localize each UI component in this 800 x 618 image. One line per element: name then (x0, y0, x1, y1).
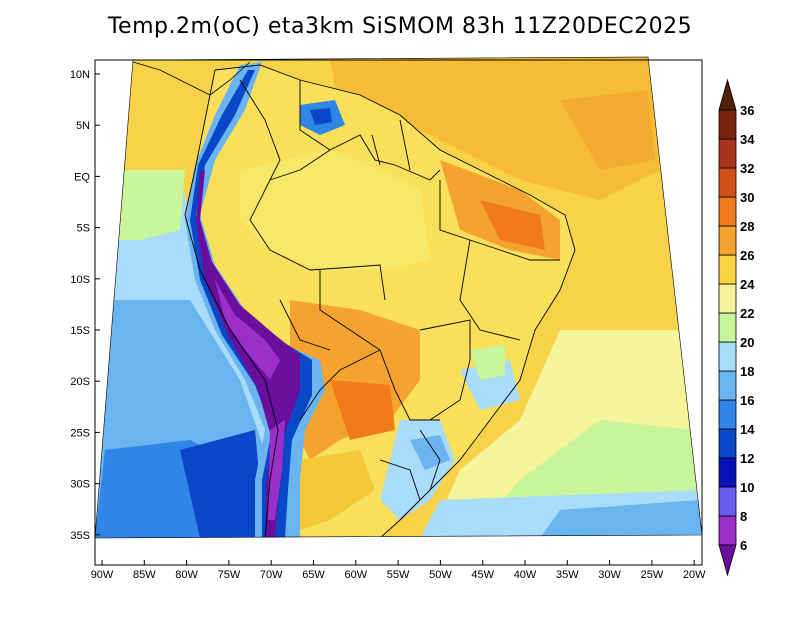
colorbar-swatch (718, 283, 737, 314)
lat-tick-label: 10N (70, 69, 90, 81)
lon-tick-label: 85W (133, 569, 156, 581)
colorbar: 6 8 10 12 14 16 18 20 22 24 26 28 30 32 34 36 (718, 78, 755, 577)
lat-tick-label: 5S (77, 223, 90, 235)
lon-tick-label: 65W (302, 569, 325, 581)
temperature-field (95, 57, 702, 538)
lon-tick-label: 45W (471, 569, 494, 581)
colorbar-label: 16 (740, 393, 754, 408)
colorbar-swatch (718, 225, 737, 256)
lon-tick-label: 90W (91, 569, 114, 581)
colorbar-label: 36 (740, 103, 754, 118)
colorbar-label: 12 (740, 451, 754, 466)
lat-tick-label: 20S (70, 376, 90, 388)
longitude-axis: 90W 85W 80W 75W 70W 65W 60W 55W 50W 45W 40W 35W 30W 2… (91, 560, 706, 581)
colorbar-swatch (718, 196, 737, 227)
colorbar-label: 8 (740, 509, 747, 524)
colorbar-label: 32 (740, 161, 754, 176)
lat-tick-label: 35S (70, 530, 90, 542)
colorbar-label: 22 (740, 306, 754, 321)
colorbar-swatch (718, 167, 737, 198)
lat-tick-label: 30S (70, 479, 90, 491)
colorbar-label: 34 (740, 132, 755, 147)
lon-tick-label: 40W (514, 569, 537, 581)
colorbar-swatch (718, 515, 737, 546)
latitude-axis: 10N 5N EQ 5S 10S 15S 20S 25S 30S 35S (70, 69, 100, 542)
lon-tick-label: 35W (556, 569, 579, 581)
colorbar-bottom-arrow (718, 544, 737, 577)
lat-tick-label: EQ (74, 171, 90, 183)
colorbar-label: 10 (740, 480, 754, 495)
colorbar-label: 26 (740, 248, 754, 263)
colorbar-swatch (718, 457, 737, 488)
lon-tick-label: 55W (387, 569, 410, 581)
colorbar-swatch (718, 138, 737, 169)
colorbar-label: 14 (740, 422, 755, 437)
lat-tick-label: 5N (76, 120, 90, 132)
colorbar-swatch (718, 486, 737, 517)
colorbar-label: 20 (740, 335, 754, 350)
lat-tick-label: 25S (70, 427, 90, 439)
colorbar-label: 24 (740, 277, 755, 292)
colorbar-swatch (718, 370, 737, 401)
map-title: Temp.2m(oC) eta3km SiSMOM 83h 11Z20DEC20… (107, 14, 693, 39)
colorbar-swatch (718, 341, 737, 372)
colorbar-label: 30 (740, 190, 754, 205)
lon-tick-label: 20W (683, 569, 706, 581)
colorbar-swatch (718, 428, 737, 459)
colorbar-swatch (718, 254, 737, 285)
colorbar-swatch (718, 109, 737, 140)
lon-tick-label: 60W (344, 569, 367, 581)
colorbar-label: 6 (740, 538, 747, 553)
colorbar-label: 28 (740, 219, 754, 234)
lon-tick-label: 25W (641, 569, 664, 581)
lon-tick-label: 50W (429, 569, 452, 581)
country-borders (184, 64, 576, 538)
lon-tick-label: 75W (218, 569, 241, 581)
colorbar-swatch (718, 399, 737, 430)
lon-tick-label: 30W (598, 569, 621, 581)
colorbar-label: 18 (740, 364, 754, 379)
map-plot-area (94, 56, 703, 566)
lon-tick-label: 80W (175, 569, 198, 581)
lat-tick-label: 10S (70, 274, 90, 286)
colorbar-swatch (718, 312, 737, 343)
colorbar-top-arrow (718, 78, 737, 111)
lat-tick-label: 15S (70, 325, 90, 337)
lon-tick-label: 70W (260, 569, 283, 581)
